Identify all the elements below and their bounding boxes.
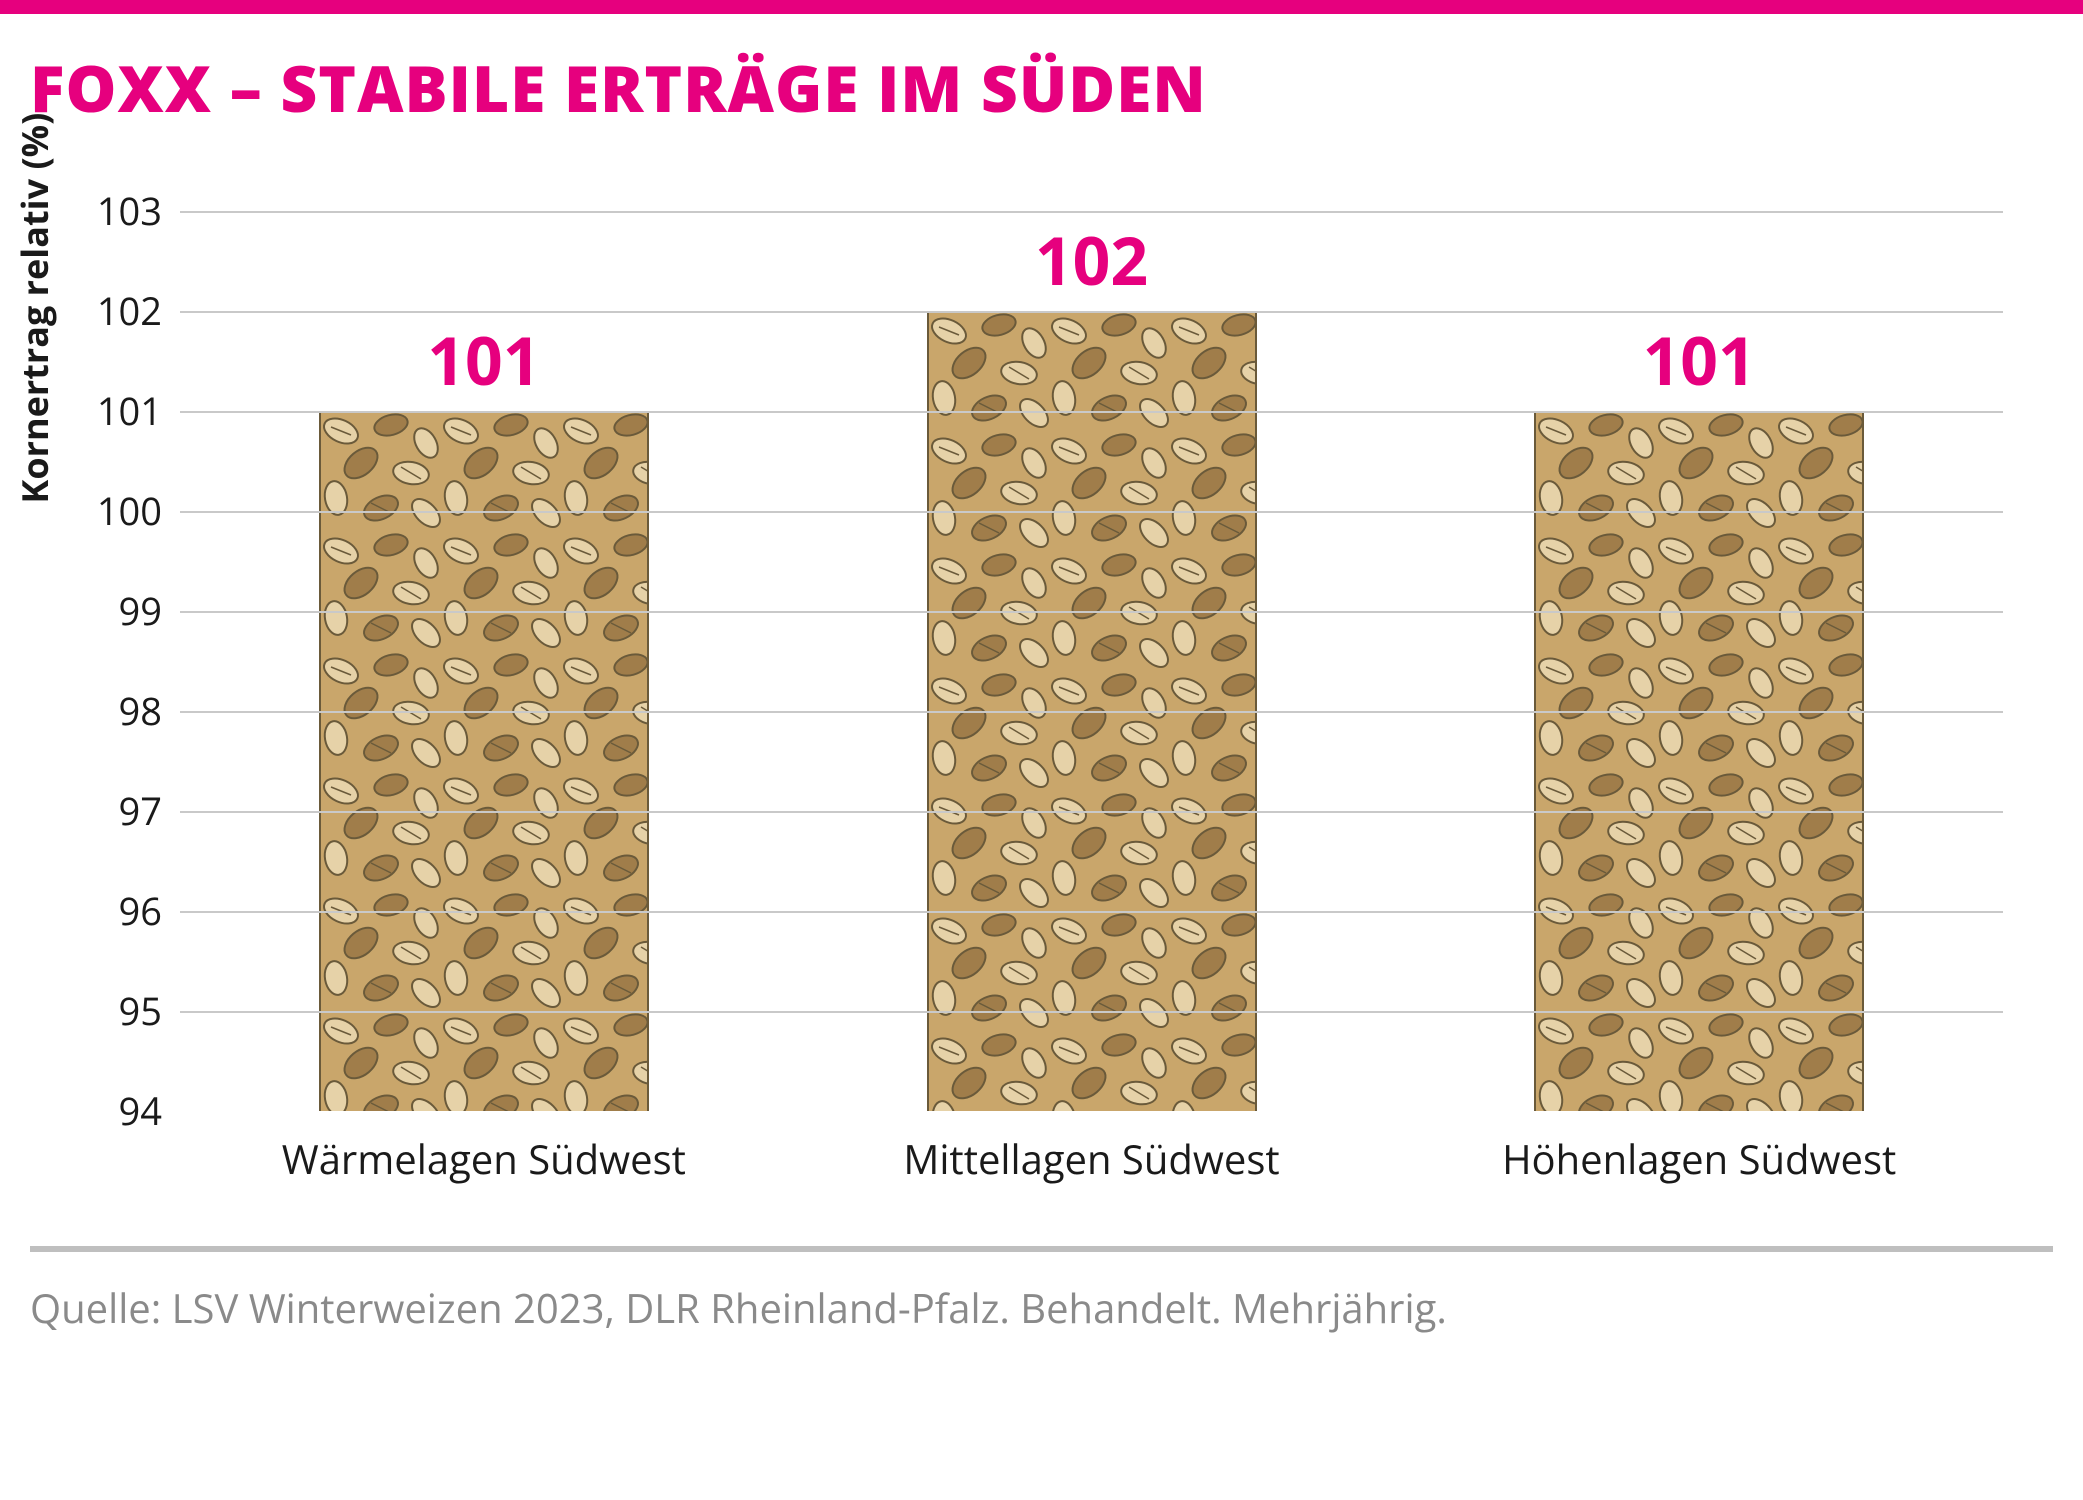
y-tick-label: 100 — [97, 485, 180, 537]
y-tick-label: 102 — [97, 285, 180, 337]
bars-container: 101 102 101 — [180, 211, 2003, 1111]
grid-line — [180, 1011, 2003, 1013]
bar-value-label: 102 — [1035, 215, 1148, 305]
y-tick-label: 98 — [119, 685, 180, 737]
y-tick-label: 103 — [97, 185, 180, 237]
bar-value-label: 101 — [1643, 315, 1756, 405]
y-tick-label: 101 — [97, 385, 180, 437]
top-accent-bar — [0, 0, 2083, 14]
grid-line — [180, 911, 2003, 913]
bar-value-label: 101 — [427, 315, 540, 405]
bar — [319, 411, 649, 1111]
chart-container: Kornertrag relativ (%) 101102101 9495969… — [40, 211, 2043, 1186]
y-tick-label: 94 — [119, 1085, 180, 1137]
bar-slot: 101 — [1395, 211, 2003, 1111]
grid-line — [180, 511, 2003, 513]
grid-line — [180, 411, 2003, 413]
y-tick-label: 97 — [119, 785, 180, 837]
bar-slot: 102 — [788, 211, 1396, 1111]
grain-texture-icon — [1536, 413, 1862, 1111]
grid-line — [180, 611, 2003, 613]
grid-area: 101102101 949596979899100101102103 — [180, 211, 2003, 1111]
y-tick-label: 99 — [119, 585, 180, 637]
grid-line — [180, 311, 2003, 313]
bar-slot: 101 — [180, 211, 788, 1111]
x-axis-label: Wärmelagen Südwest — [180, 1131, 788, 1186]
y-tick-label: 95 — [119, 985, 180, 1037]
x-axis-labels: Wärmelagen SüdwestMittellagen SüdwestHöh… — [180, 1131, 2003, 1186]
x-axis-label: Höhenlagen Südwest — [1395, 1131, 2003, 1186]
grid-line — [180, 811, 2003, 813]
plot-area: 101102101 949596979899100101102103 Wärme… — [180, 211, 2003, 1186]
bar — [1534, 411, 1864, 1111]
grid-line — [180, 711, 2003, 713]
grid-line — [180, 1111, 2003, 1113]
y-tick-label: 96 — [119, 885, 180, 937]
y-axis-title: Kornertrag relativ (%) — [10, 112, 59, 503]
grain-texture-icon — [321, 413, 647, 1111]
source-text: Quelle: LSV Winterweizen 2023, DLR Rhein… — [0, 1252, 2083, 1335]
grid-line — [180, 211, 2003, 213]
chart-title: FOXX – STABILE ERTRÄGE IM SÜDEN — [0, 14, 2083, 151]
x-axis-label: Mittellagen Südwest — [788, 1131, 1396, 1186]
